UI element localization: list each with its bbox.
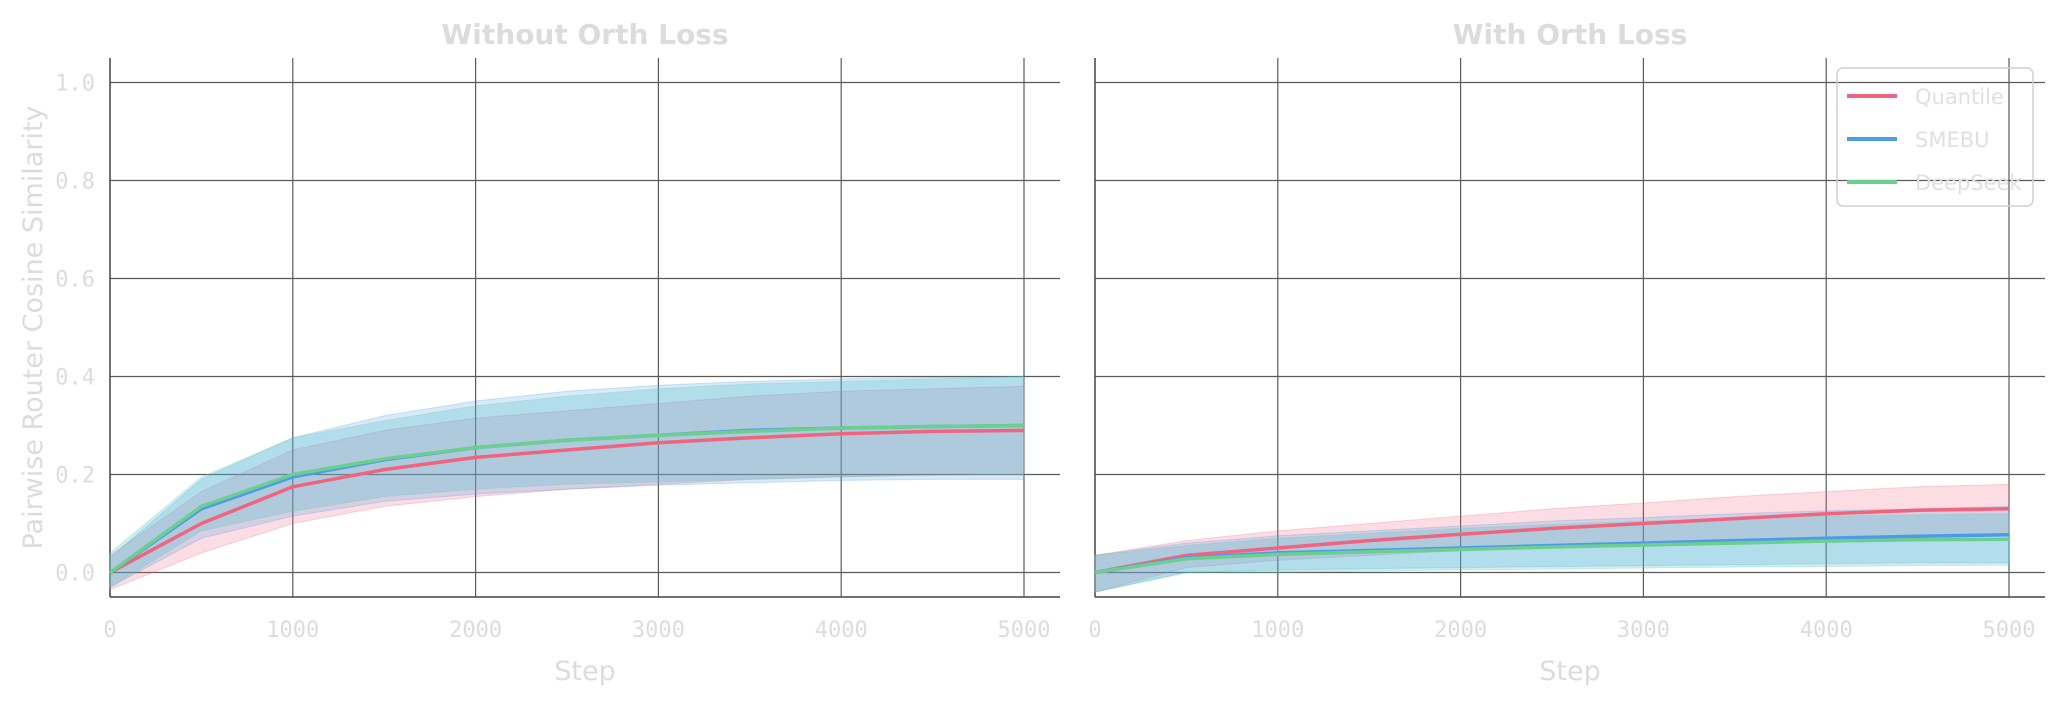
line-quantile bbox=[109, 428, 1025, 575]
band-quantile bbox=[1094, 483, 2010, 593]
x-tick-label: 0 bbox=[103, 618, 116, 643]
legend-label-deepseek: DeepSeek bbox=[1915, 171, 2023, 195]
x-tick-label: 2000 bbox=[1434, 618, 1487, 643]
y-tick-label: 0.6 bbox=[55, 268, 95, 293]
legend-label-smebu: SMEBU bbox=[1915, 128, 1990, 152]
x-tick-label: 0 bbox=[1088, 618, 1101, 643]
legend-box bbox=[1836, 67, 2034, 207]
x-axis-label: Step bbox=[554, 656, 615, 687]
line-deepseek bbox=[108, 423, 1025, 574]
y-tick-label: 1.0 bbox=[55, 72, 95, 97]
x-tick-label: 5000 bbox=[1983, 618, 2036, 643]
x-tick-label: 3000 bbox=[632, 618, 685, 643]
y-tick-label: 0.0 bbox=[55, 562, 95, 587]
line-deepseek bbox=[1094, 537, 2010, 575]
x-tick-label: 3000 bbox=[1617, 618, 1670, 643]
x-tick-label: 1000 bbox=[1251, 618, 1304, 643]
x-tick-label: 4000 bbox=[815, 618, 868, 643]
legend: Quantile SMEBU DeepSeek bbox=[1836, 67, 2034, 207]
chart-title: With Orth Loss bbox=[1453, 18, 1688, 51]
y-tick-label: 0.2 bbox=[55, 464, 95, 489]
chart-title: Without Orth Loss bbox=[441, 18, 728, 51]
band-smebu bbox=[1094, 505, 2010, 593]
line-quantile bbox=[1094, 507, 2010, 575]
panel-with-orth-loss: With Orth Loss 0 1000 2000 3000 4000 5000 Step bbox=[1088, 18, 2045, 687]
x-tick-label: 5000 bbox=[998, 618, 1051, 643]
panel-without-orth-loss: Without Orth Loss 0 1000 2000 3000 4000 5000 0.… bbox=[18, 18, 1060, 687]
y-axis-label: Pairwise Router Cosine Similarity bbox=[18, 105, 49, 549]
band-deepseek bbox=[1094, 513, 2010, 593]
x-tick-label: 1000 bbox=[266, 618, 319, 643]
y-tick-label: 0.4 bbox=[55, 366, 95, 391]
x-axis-label: Step bbox=[1539, 656, 1600, 687]
x-tick-label: 2000 bbox=[449, 618, 502, 643]
y-tick-label: 0.8 bbox=[55, 170, 95, 195]
legend-label-quantile: Quantile bbox=[1915, 85, 2004, 109]
band-deepseek bbox=[109, 375, 1025, 589]
x-tick-label: 4000 bbox=[1800, 618, 1853, 643]
